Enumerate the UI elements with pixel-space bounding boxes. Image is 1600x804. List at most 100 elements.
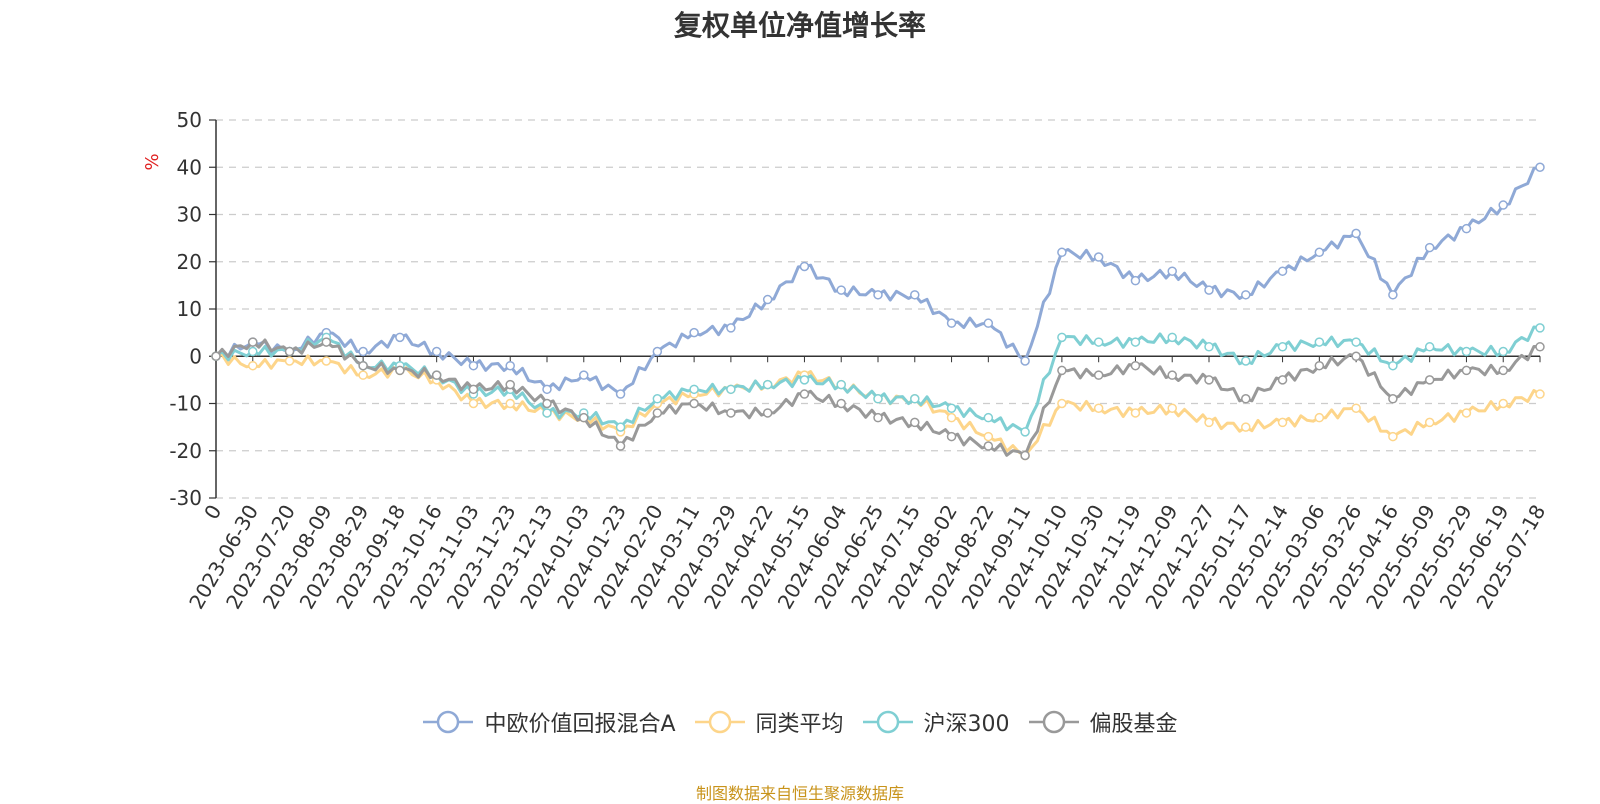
y-tick-label: 10 xyxy=(177,297,202,321)
data-point xyxy=(762,408,773,418)
data-point xyxy=(946,318,957,328)
y-tick-label: -30 xyxy=(169,486,202,510)
legend-item[interactable]: 偏股基金 xyxy=(1028,706,1178,738)
data-point xyxy=(505,379,515,390)
data-point xyxy=(1351,337,1361,347)
data-point xyxy=(799,375,810,385)
y-tick-label: 20 xyxy=(177,250,202,274)
data-point xyxy=(799,261,810,272)
data-point xyxy=(211,351,221,361)
data-point xyxy=(873,394,883,404)
legend-label: 偏股基金 xyxy=(1089,712,1178,737)
y-tick-label: 30 xyxy=(177,203,202,227)
data-point xyxy=(1424,375,1435,385)
data-point xyxy=(1241,394,1251,404)
series-lines xyxy=(211,162,1545,461)
data-point xyxy=(542,408,552,418)
data-point xyxy=(946,412,957,423)
data-point xyxy=(1277,266,1288,276)
data-point xyxy=(1388,290,1398,300)
data-point xyxy=(836,379,846,390)
data-point xyxy=(1461,365,1472,376)
legend-item[interactable]: 中欧价值回报混合A xyxy=(422,706,676,738)
series-1 xyxy=(211,162,1545,399)
legend-item[interactable]: 同类平均 xyxy=(694,706,844,738)
data-point xyxy=(1204,285,1214,295)
legend-line-circle-icon xyxy=(694,710,745,734)
data-point xyxy=(395,365,405,376)
data-point xyxy=(652,408,663,418)
data-point xyxy=(983,318,994,328)
data-point xyxy=(1167,370,1177,380)
x-tick-label: 0 xyxy=(199,501,226,524)
data-point xyxy=(542,398,552,409)
legend-label: 沪深300 xyxy=(923,712,1010,737)
data-point xyxy=(1277,375,1288,385)
data-point xyxy=(1130,275,1141,286)
data-point xyxy=(762,294,773,305)
data-point xyxy=(505,360,515,371)
data-point xyxy=(1241,356,1251,366)
data-point xyxy=(358,346,368,357)
data-point xyxy=(689,327,699,338)
data-point xyxy=(248,337,258,347)
data-point xyxy=(1535,389,1545,399)
y-tick-label: 0 xyxy=(189,344,202,368)
data-point xyxy=(652,394,663,404)
data-point xyxy=(873,412,883,423)
data-point xyxy=(873,290,883,300)
data-point xyxy=(358,360,368,371)
data-point xyxy=(1020,427,1030,437)
data-point xyxy=(1277,417,1288,428)
grid-lines xyxy=(209,119,1540,499)
data-point xyxy=(1057,247,1067,258)
data-point xyxy=(689,384,699,395)
data-point xyxy=(1057,365,1067,376)
data-point xyxy=(615,441,626,451)
data-point xyxy=(1130,408,1141,418)
y-tick-label: 50 xyxy=(177,108,202,132)
legend-item[interactable]: 沪深300 xyxy=(862,706,1010,738)
data-point xyxy=(1020,356,1030,366)
data-point xyxy=(1314,412,1325,423)
data-point xyxy=(726,408,736,418)
legend-label: 同类平均 xyxy=(755,712,844,737)
y-tick-labels: -30 -20 -10 0 10 20 30 40 50 xyxy=(169,108,202,510)
data-point xyxy=(762,379,773,390)
data-point xyxy=(505,398,515,409)
data-point xyxy=(1241,422,1251,432)
data-point xyxy=(1130,360,1141,371)
data-point xyxy=(248,346,258,357)
data-point xyxy=(726,323,736,333)
legend: 中欧价值回报混合A 同类平均 沪深300 偏股基金 xyxy=(0,706,1600,738)
data-point xyxy=(1204,417,1214,428)
data-point xyxy=(615,389,626,399)
data-point xyxy=(468,384,479,395)
legend-label: 中欧价值回报混合A xyxy=(484,712,676,737)
data-point xyxy=(1461,223,1472,234)
data-point xyxy=(542,384,552,395)
data-point xyxy=(1498,200,1508,210)
data-point xyxy=(910,290,920,300)
data-point xyxy=(284,346,295,357)
data-point xyxy=(1020,450,1030,461)
data-point xyxy=(1167,332,1177,343)
data-point xyxy=(1314,337,1325,347)
data-point xyxy=(1093,252,1104,262)
data-point xyxy=(799,389,810,399)
data-point xyxy=(284,356,295,366)
data-point xyxy=(1535,323,1545,333)
data-point xyxy=(946,403,957,413)
data-point xyxy=(1093,370,1104,380)
data-point xyxy=(1277,342,1288,352)
data-point xyxy=(1204,375,1214,385)
data-point xyxy=(1351,228,1361,239)
data-point xyxy=(1204,342,1214,352)
data-point xyxy=(468,398,479,409)
data-point xyxy=(1167,403,1177,413)
data-point xyxy=(1498,365,1508,376)
data-point xyxy=(579,370,589,380)
data-point xyxy=(358,370,368,380)
data-point xyxy=(910,417,920,428)
